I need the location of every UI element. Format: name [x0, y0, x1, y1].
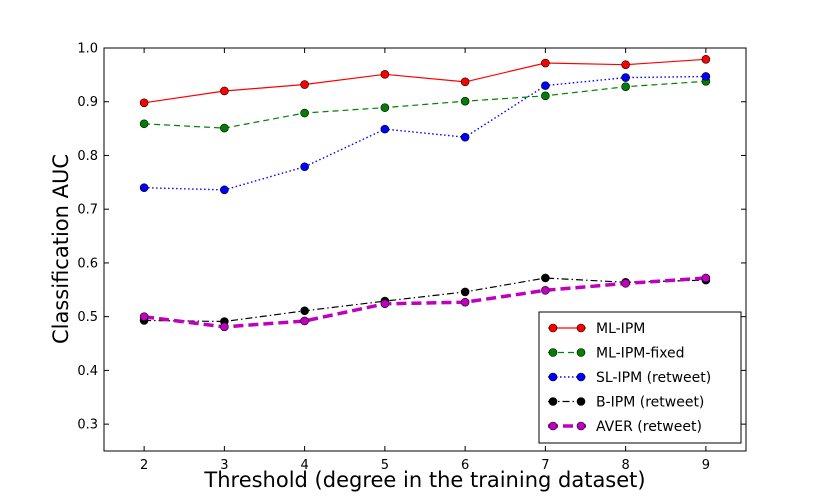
- data-point: [701, 54, 711, 64]
- data-point: [220, 123, 229, 133]
- y-tick-label: 0.4: [77, 364, 98, 379]
- y-tick-label: 1.0: [77, 42, 98, 57]
- y-tick-label: 0.5: [77, 310, 98, 325]
- series-line-2: [144, 75, 706, 191]
- data-point: [300, 162, 309, 172]
- x-tick-label: 2: [140, 458, 148, 473]
- y-axis-label: Classification AUC: [49, 154, 73, 344]
- data-point: [220, 185, 229, 195]
- data-point: [541, 91, 550, 101]
- data-point: [139, 119, 149, 129]
- y-tick-label: 0.6: [77, 256, 98, 271]
- data-point: [541, 273, 550, 283]
- data-point: [380, 299, 390, 309]
- legend-label-3: B-IPM (retweet): [596, 395, 704, 411]
- y-tick-label: 0.3: [77, 418, 98, 433]
- data-point: [541, 286, 550, 295]
- data-point: [460, 287, 470, 297]
- legend-label-1: ML-IPM-fixed: [596, 346, 685, 362]
- legend-marker: [548, 421, 558, 431]
- x-tick-label: 5: [381, 458, 389, 473]
- legend-marker: [576, 397, 586, 406]
- series-line-4: [143, 276, 707, 329]
- data-point: [621, 279, 630, 288]
- plot-area-frame: [103, 47, 747, 452]
- series-line-3: [144, 277, 706, 323]
- data-point: [460, 96, 470, 106]
- y-tick-label: 0.9: [77, 95, 98, 110]
- data-point: [460, 77, 470, 87]
- legend-marker: [576, 348, 586, 357]
- data-point: [621, 73, 630, 82]
- data-point: [541, 81, 550, 90]
- x-tick-label: 6: [461, 458, 469, 473]
- data-point: [621, 60, 630, 69]
- x-axis-label: Threshold (degree in the training datase…: [203, 468, 645, 492]
- y-tick-label: 0.7: [77, 203, 98, 218]
- data-point: [300, 306, 309, 316]
- x-tick-label: 4: [300, 458, 308, 473]
- series-layer: [139, 54, 711, 332]
- data-point: [139, 312, 149, 321]
- legend-marker: [548, 323, 558, 333]
- legend: ML-IPM ML-IPM-fixed SL-IPM (retweet) B-IPM …: [538, 311, 742, 444]
- legend-marker: [576, 421, 586, 431]
- data-point: [139, 98, 149, 108]
- data-point: [460, 132, 470, 142]
- x-tick-label: 3: [220, 458, 228, 473]
- data-point: [380, 70, 390, 79]
- axis-ticks: 2 3 4 5 6 7 8 9 0.3 0.4 0.5 0.6 0.7 0.8 0.9 1.0: [77, 42, 746, 473]
- x-tick-label: 8: [621, 458, 629, 473]
- data-point: [701, 273, 711, 283]
- series-line-0: [144, 58, 706, 104]
- y-tick-label: 0.8: [77, 149, 98, 164]
- data-point: [300, 108, 309, 118]
- data-point: [701, 72, 711, 81]
- data-point: [139, 183, 149, 193]
- legend-label-2: SL-IPM (retweet): [596, 370, 711, 386]
- legend-marker: [576, 372, 586, 382]
- data-point: [460, 297, 470, 307]
- data-point: [300, 316, 309, 326]
- legend-label-4: AVER (retweet): [596, 419, 702, 435]
- data-point: [621, 82, 630, 91]
- legend-marker: [548, 348, 558, 357]
- data-point: [300, 80, 309, 89]
- data-point: [380, 124, 390, 134]
- legend-marker: [548, 372, 558, 382]
- data-point: [220, 322, 229, 332]
- legend-label-0: ML-IPM: [596, 321, 645, 337]
- data-point: [380, 103, 390, 112]
- legend-marker: [548, 397, 558, 406]
- x-tick-label: 9: [702, 458, 710, 473]
- legend-marker: [576, 323, 586, 333]
- series-line-1: [144, 80, 706, 129]
- data-point: [541, 58, 550, 68]
- data-point: [220, 86, 229, 96]
- x-tick-label: 7: [541, 458, 549, 473]
